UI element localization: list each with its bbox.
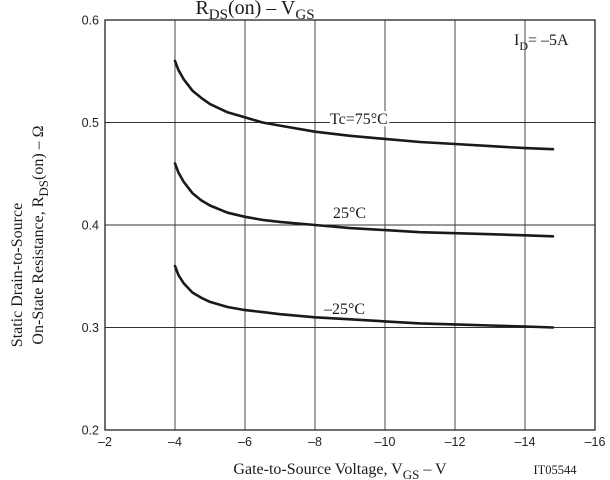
series-line [173, 59, 555, 151]
series-label-25c: 25°C [333, 205, 366, 222]
y-tick-label: 0.2 [82, 424, 99, 438]
x-tick-label: –12 [445, 435, 466, 449]
figure-id: IT05544 [533, 463, 577, 477]
x-tick-label: –14 [515, 435, 536, 449]
x-tick-labels: –2 –4 –6 –8 –10 –12 –14 –16 [98, 435, 605, 449]
grid [105, 20, 595, 430]
condition-label: ID= –5A [514, 32, 569, 53]
chart-title: RDS(on) – VGS [195, 0, 314, 23]
chart-title-mid: (on) – V [228, 0, 296, 19]
x-axis-label: Gate-to-Source Voltage, VGS – V [233, 461, 447, 480]
x-tick-label: –4 [168, 435, 182, 449]
plot-frame [104, 19, 596, 431]
x-tick-label: –10 [375, 435, 396, 449]
series-label-minus25c: –25°C [323, 301, 365, 318]
series-line [173, 264, 555, 329]
y-tick-label: 0.5 [82, 116, 99, 130]
x-tick-label: –6 [238, 435, 252, 449]
y-tick-label: 0.4 [82, 219, 99, 233]
y-axis-label-line2: On-State Resistance, RDS(on) – Ω [30, 125, 51, 344]
chart-title-sub2: GS [295, 7, 314, 23]
x-tick-label: –16 [585, 435, 606, 449]
x-tick-label: –2 [98, 435, 112, 449]
series-label-75c: Tc=75°C [330, 111, 388, 128]
y-axis-label-line1: Static Drain-to-Source [9, 203, 26, 347]
x-tick-label: –8 [308, 435, 322, 449]
chart-title-main: R [195, 0, 209, 19]
y-tick-label: 0.3 [82, 321, 99, 335]
series-line [173, 162, 555, 238]
y-tick-label: 0.6 [82, 14, 99, 28]
series-lines [173, 59, 555, 329]
chart-title-sub1: DS [209, 7, 228, 23]
y-tick-labels: 0.2 0.3 0.4 0.5 0.6 [82, 14, 99, 438]
